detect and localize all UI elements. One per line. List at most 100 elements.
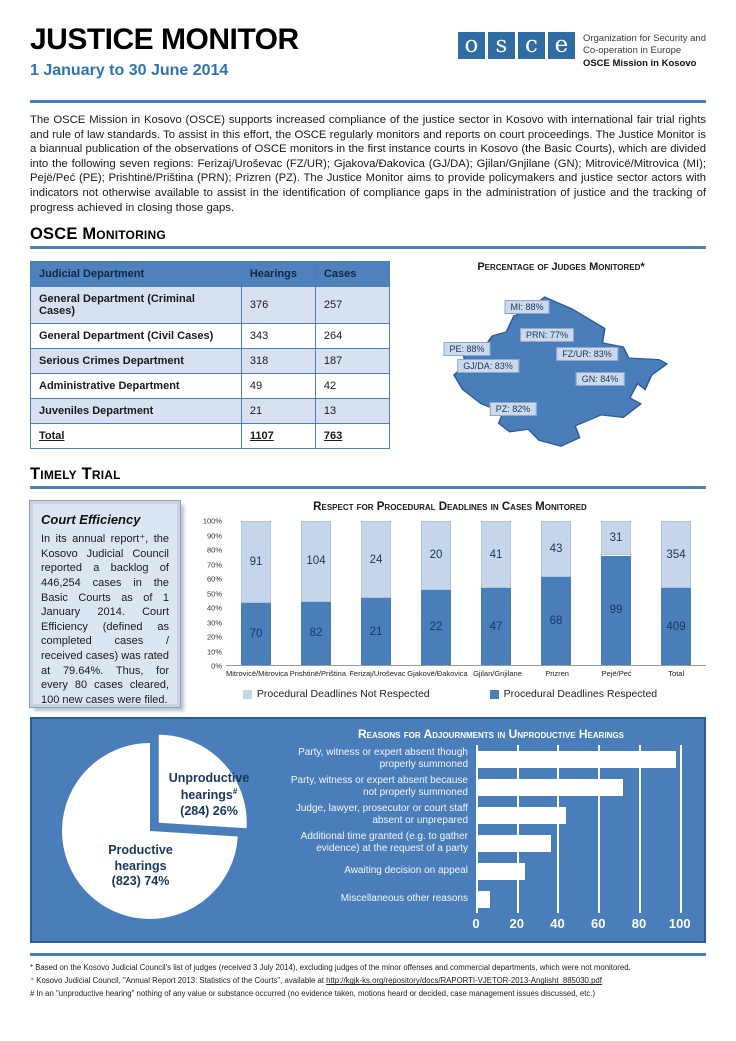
map-region-label: PRN: 77% bbox=[519, 328, 575, 343]
reason-bar bbox=[476, 806, 566, 824]
legend-item: Procedural Deadlines Not Respected bbox=[242, 688, 430, 701]
stacked-bar-slot: 354 409 bbox=[646, 521, 706, 666]
adjournment-chart-grid: Party, witness or expert absent though p… bbox=[288, 745, 694, 914]
x-axis-number: 80 bbox=[631, 916, 647, 932]
table-row: General Department (Civil Cases) 343 264 bbox=[30, 323, 391, 350]
table-header-row: Judicial Department Hearings Cases bbox=[30, 261, 391, 288]
map-region-label: FZ/UR: 83% bbox=[556, 347, 618, 362]
x-axis-number: 20 bbox=[509, 916, 524, 932]
legend-label: Procedural Deadlines Not Respected bbox=[256, 688, 430, 701]
reason-bar bbox=[476, 862, 525, 880]
stacked-bar-slot: 104 82 bbox=[286, 521, 346, 666]
reason-bar-row bbox=[476, 857, 694, 885]
y-tick-label: 90% bbox=[206, 531, 222, 541]
reason-label: Miscellaneous other reasons bbox=[340, 893, 468, 905]
table-cell: 318 bbox=[240, 348, 316, 375]
pie-slice bbox=[61, 743, 238, 920]
stacked-bar: 354 409 bbox=[661, 521, 691, 666]
map-region-label: GN: 84% bbox=[575, 372, 625, 387]
court-efficiency-box: Court Efficiency In its annual report⁺, … bbox=[29, 500, 181, 709]
pie-label-productive: Productive hearings (823) 74% bbox=[88, 843, 193, 890]
reason-label: Judge, lawyer, prosecutor or court staff… bbox=[295, 803, 468, 827]
reason-bar-row bbox=[476, 801, 694, 829]
y-tick-label: 70% bbox=[206, 560, 222, 570]
table-cell: General Department (Criminal Cases) bbox=[30, 286, 242, 325]
stacked-chart-bars: 91 70 104 82 24 21 20 22 41 47 43 68 31 99 354 409 bbox=[226, 521, 706, 667]
org-line3: OSCE Mission in Kosovo bbox=[582, 57, 697, 69]
osce-logo-letter: s bbox=[487, 32, 515, 59]
reason-label: Awaiting decision on appeal bbox=[344, 865, 468, 877]
monitoring-table-body: General Department (Criminal Cases) 376 25… bbox=[30, 286, 391, 450]
table-total-row: Total 1107 763 bbox=[30, 423, 391, 450]
map-title: Percentage of Judges Monitored* bbox=[477, 261, 645, 274]
osce-logo-text: Organization for Security and Co-operati… bbox=[583, 32, 706, 70]
reason-bar bbox=[476, 834, 552, 852]
stacked-bar: 31 99 bbox=[601, 521, 631, 666]
stacked-chart-title: Respect for Procedural Deadlines in Case… bbox=[313, 501, 587, 514]
map-region-label: PZ: 82% bbox=[489, 402, 537, 417]
pie-label-productive-line2: hearings bbox=[114, 858, 167, 873]
adjournment-chart-plot bbox=[476, 745, 694, 914]
stacked-chart: Respect for Procedural Deadlines in Case… bbox=[194, 501, 706, 707]
timely-trial-row: Court Efficiency In its annual report⁺, … bbox=[29, 500, 706, 709]
org-line2: Co-operation in Europe bbox=[582, 45, 682, 57]
stacked-bar-slot: 20 22 bbox=[406, 521, 466, 666]
col-cases: Cases bbox=[314, 261, 391, 288]
table-cell: 187 bbox=[314, 348, 391, 375]
map-block: Percentage of Judges Monitored* MI: 88% P… bbox=[416, 261, 706, 459]
hearings-pie-chart bbox=[61, 734, 247, 920]
footnote-2-link[interactable]: http://kgjk-ks.org/repository/docs/RAPOR… bbox=[326, 976, 602, 986]
table-cell: 257 bbox=[314, 286, 391, 325]
map-region-label: MI: 88% bbox=[504, 300, 550, 315]
y-tick-label: 50% bbox=[206, 589, 222, 599]
stacked-chart-legend: Procedural Deadlines Not Respected Proced… bbox=[194, 688, 706, 700]
table-row: General Department (Criminal Cases) 376 25… bbox=[30, 286, 391, 325]
reason-bar-row bbox=[476, 773, 694, 801]
segment-not-respected: 91 bbox=[241, 521, 271, 603]
x-category-label: Gjilan/Gnjilane bbox=[473, 669, 522, 679]
pie-label-unproductive-line2: hearings bbox=[180, 787, 233, 802]
pie-label-unproductive-value: (284) 26% bbox=[180, 803, 238, 818]
x-axis-number: 60 bbox=[591, 916, 606, 932]
stacked-bar: 24 21 bbox=[361, 521, 391, 666]
report-period: 1 January to 30 June 2014 bbox=[30, 61, 229, 79]
segment-respected: 22 bbox=[421, 589, 451, 666]
segment-value-label: 68 bbox=[549, 615, 563, 628]
footnote-3: # In an "unproductive hearing" nothing o… bbox=[30, 989, 596, 999]
table-row: Juveniles Department 21 13 bbox=[30, 398, 391, 425]
segment-respected: 47 bbox=[481, 588, 511, 666]
segment-value-label: 82 bbox=[309, 627, 323, 640]
monitoring-row: Judicial Department Hearings Cases Gener… bbox=[30, 261, 706, 459]
y-tick-label: 30% bbox=[206, 618, 222, 628]
y-tick-label: 10% bbox=[206, 647, 222, 657]
table-cell: Juveniles Department bbox=[30, 398, 242, 425]
adjournment-chart-title: Reasons for Adjournments in Unproductive… bbox=[357, 727, 625, 742]
segment-value-label: 99 bbox=[609, 604, 623, 617]
segment-not-respected: 41 bbox=[481, 521, 511, 589]
stacked-bar-slot: 91 70 bbox=[226, 521, 286, 666]
pie-chart-area: Unproductive hearings# (284) 26% Product… bbox=[36, 725, 288, 935]
x-category-label: Prishtinë/Priština bbox=[289, 669, 347, 679]
x-category-label: Pejë/Peć bbox=[601, 669, 632, 679]
table-cell: 376 bbox=[240, 286, 316, 325]
segment-value-label: 21 bbox=[369, 625, 383, 638]
x-axis-number: 0 bbox=[472, 916, 480, 932]
section-divider-timely bbox=[30, 486, 706, 490]
table-cell: 264 bbox=[314, 323, 391, 350]
legend-swatch bbox=[489, 689, 499, 699]
segment-not-respected: 43 bbox=[541, 521, 571, 577]
segment-respected: 68 bbox=[541, 576, 571, 666]
gridline bbox=[557, 745, 560, 914]
map-region-label: GJ/DA: 83% bbox=[457, 359, 519, 374]
segment-respected: 70 bbox=[241, 602, 271, 666]
legend-item: Procedural Deadlines Respected bbox=[489, 688, 657, 700]
gridline bbox=[598, 745, 601, 914]
adjournment-chart-labels: Party, witness or expert absent though p… bbox=[288, 745, 476, 913]
segment-value-label: 31 bbox=[609, 532, 623, 545]
y-tick-label: 60% bbox=[206, 574, 222, 584]
x-category-label: Total bbox=[668, 669, 685, 679]
reason-bar bbox=[476, 750, 676, 768]
stacked-bar-slot: 41 47 bbox=[466, 521, 526, 666]
